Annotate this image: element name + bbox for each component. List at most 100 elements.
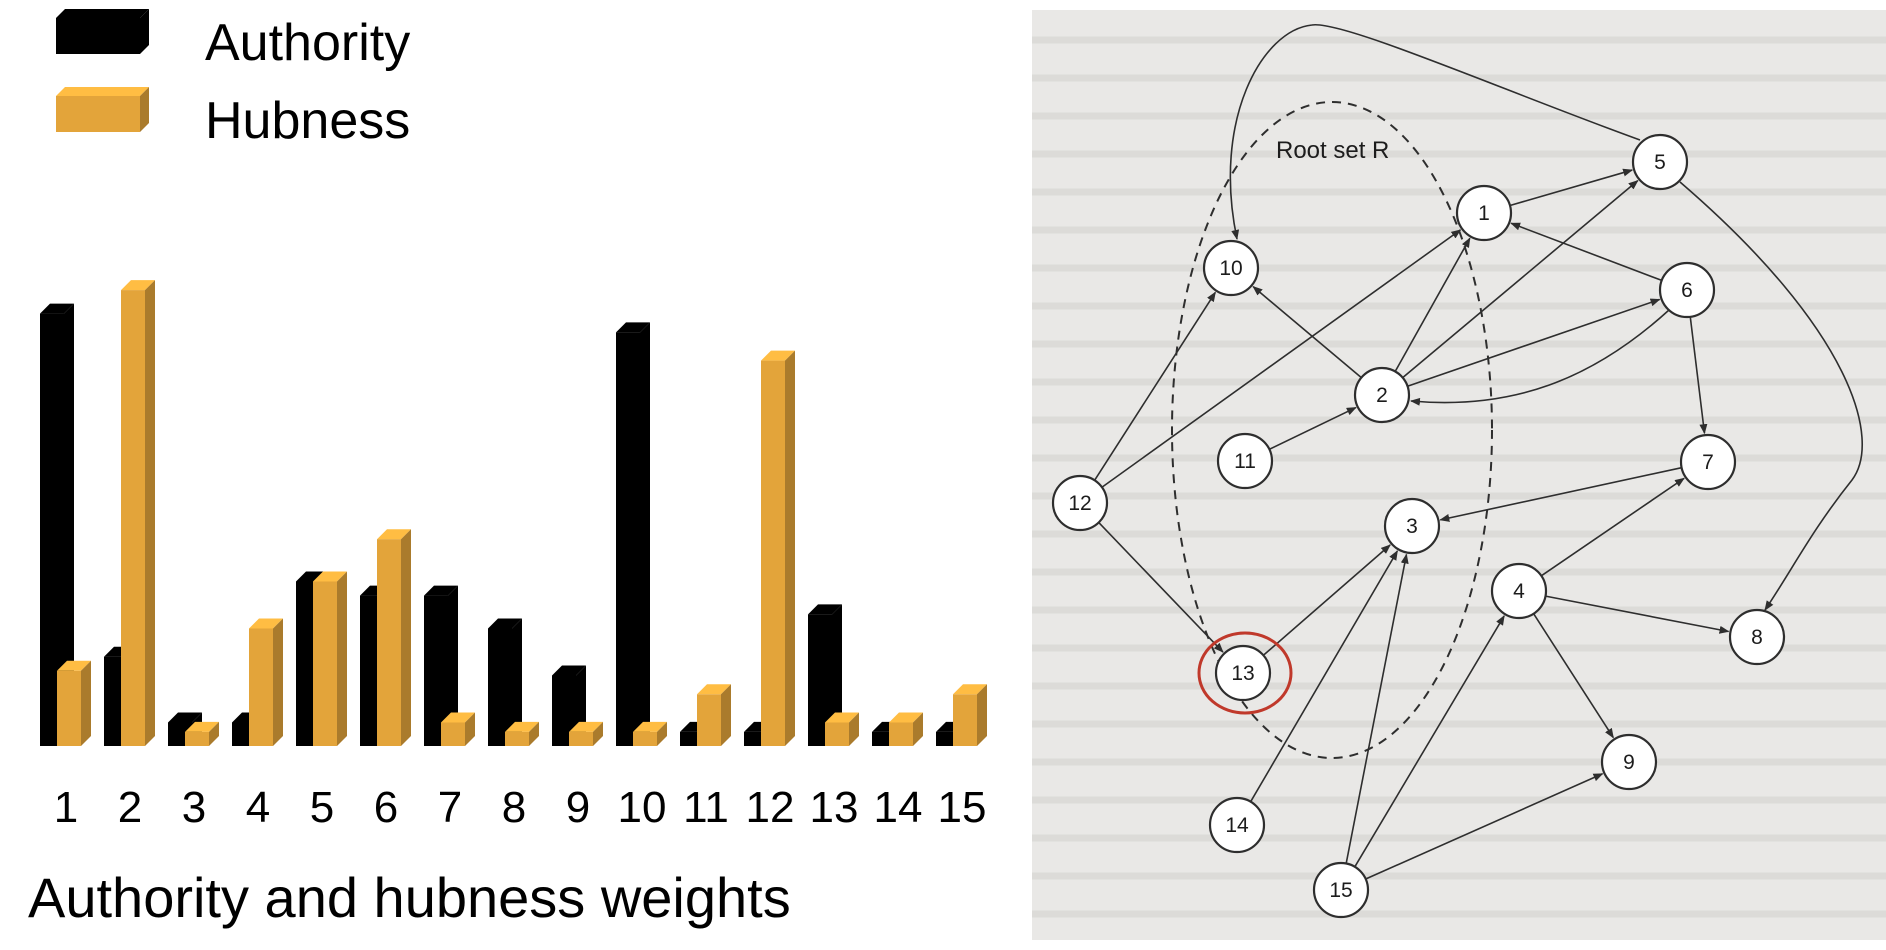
bar-hubness-13 [825, 712, 859, 746]
bar-hubness-3 [185, 721, 219, 746]
chart-title: Authority and hubness weights [28, 866, 791, 929]
x-tick-label-9: 9 [566, 783, 590, 832]
graph-node-15: 15 [1312, 861, 1370, 919]
x-tick-label-10: 10 [618, 783, 667, 832]
edge-4-to-7 [1540, 477, 1685, 577]
bar-hubness-10 [633, 721, 667, 746]
bar-hubness-14 [889, 712, 923, 746]
x-tick-label-5: 5 [310, 783, 334, 832]
highlight-ring-node-13 [1197, 631, 1293, 715]
root-set-boundary [1171, 101, 1493, 759]
x-tick-label-6: 6 [374, 783, 398, 832]
bar-authority-8 [488, 618, 522, 746]
edge-2-to-10 [1252, 286, 1362, 379]
node-label-15: 15 [1329, 879, 1352, 902]
edge-14-to-3 [1249, 550, 1399, 803]
node-label-10: 10 [1219, 257, 1242, 280]
graph-node-2: 2 [1353, 366, 1411, 424]
legend-label-authority: Authority [205, 14, 410, 72]
node-label-3: 3 [1406, 515, 1418, 538]
bar-hubness-2 [121, 280, 155, 746]
node-label-5: 5 [1654, 151, 1666, 174]
edge-4-to-9 [1532, 613, 1614, 739]
edge-1-to-5 [1509, 168, 1634, 207]
bar-hubness-12 [761, 350, 795, 746]
bar-hubness-11 [697, 684, 731, 746]
x-tick-label-14: 14 [874, 783, 923, 832]
root-set-label: Root set R [1276, 137, 1389, 164]
graph-node-3: 3 [1383, 497, 1441, 555]
x-tick-label-15: 15 [938, 783, 987, 832]
graph-edges [1093, 24, 1863, 880]
legend-swatch-authority [56, 9, 149, 54]
node-label-1: 1 [1478, 202, 1490, 225]
node-label-2: 2 [1376, 384, 1388, 407]
chart-legend: Authority Hubness [56, 9, 410, 150]
edge-12-to-1 [1101, 229, 1462, 488]
x-tick-labels: 1 2 3 4 5 6 7 8 9 10 11 12 13 14 15 [54, 783, 987, 832]
graph-node-6: 6 [1658, 261, 1716, 319]
bar-hubness-4 [249, 618, 283, 746]
legend-swatch-shape-hubness [56, 87, 149, 132]
bar-hubness-6 [377, 529, 411, 746]
x-tick-label-12: 12 [746, 783, 795, 832]
bar-hubness-15 [953, 684, 987, 746]
bar-hubness-7 [441, 712, 475, 746]
node-label-11: 11 [1234, 450, 1256, 473]
x-tick-label-4: 4 [246, 783, 270, 832]
graph-node-13: 13 [1214, 644, 1272, 702]
edge-6-to-2 [1410, 309, 1670, 406]
bar-authority-10 [616, 322, 650, 746]
edge-15-to-4 [1354, 615, 1505, 868]
bar-hubness-9 [569, 721, 603, 746]
highlight-circle [1197, 631, 1293, 715]
legend-swatch-shape-authority [56, 9, 149, 54]
edge-4-to-8 [1545, 595, 1730, 634]
edge-11-to-2 [1268, 406, 1357, 451]
edge-12-to-13 [1098, 521, 1224, 653]
graph-node-14: 14 [1208, 796, 1266, 854]
graph-node-12: 12 [1051, 474, 1109, 532]
graph-node-9: 9 [1600, 733, 1658, 791]
bar-hubness-5 [313, 571, 347, 746]
node-label-8: 8 [1751, 626, 1763, 649]
x-tick-label-7: 7 [438, 783, 462, 832]
bar-hubness-1 [57, 660, 91, 746]
hits-graph-figure: Root set R 1 2 3 4 5 6 7 8 9 10 11 12 13 14 15 [1032, 10, 1886, 940]
node-label-6: 6 [1681, 279, 1693, 302]
legend-label-hubness: Hubness [205, 92, 410, 150]
x-tick-label-2: 2 [118, 783, 142, 832]
edge-6-to-7 [1689, 316, 1708, 435]
graph-node-8: 8 [1728, 608, 1786, 666]
graph-node-10: 10 [1202, 239, 1260, 297]
node-label-13: 13 [1231, 662, 1254, 685]
edge-12-to-10 [1093, 291, 1216, 481]
chart-panel: Authority Hubness 1 2 3 4 5 6 7 8 9 10 11 12 13 14 15 … [28, 9, 987, 929]
graph-node-11: 11 [1216, 432, 1274, 490]
node-label-4: 4 [1513, 580, 1525, 603]
edge-5-to-8 [1679, 181, 1863, 611]
node-label-7: 7 [1702, 451, 1714, 474]
edge-2-to-5 [1402, 179, 1639, 379]
x-tick-label-3: 3 [182, 783, 206, 832]
x-tick-label-1: 1 [54, 783, 78, 832]
graph-node-7: 7 [1679, 433, 1737, 491]
bar-chart: Authority Hubness 1 2 3 4 5 6 7 8 9 10 11 12 13 14 15 … [28, 9, 987, 929]
scanned-text-background [1032, 36, 1886, 918]
edge-2-to-1 [1394, 237, 1471, 372]
edge-15-to-3 [1345, 553, 1409, 864]
edge-5-to-10 [1229, 24, 1641, 240]
legend-item-hubness: Hubness [56, 87, 410, 150]
x-tick-label-11: 11 [683, 783, 729, 832]
x-tick-label-8: 8 [502, 783, 526, 832]
node-label-9: 9 [1623, 751, 1635, 774]
graph-node-1: 1 [1455, 184, 1513, 242]
graph-node-5: 5 [1631, 133, 1689, 191]
bar-marks [40, 280, 987, 746]
node-label-12: 12 [1068, 492, 1091, 515]
legend-swatch-hubness [56, 87, 149, 132]
legend-item-authority: Authority [56, 9, 410, 72]
x-tick-label-13: 13 [810, 783, 859, 832]
